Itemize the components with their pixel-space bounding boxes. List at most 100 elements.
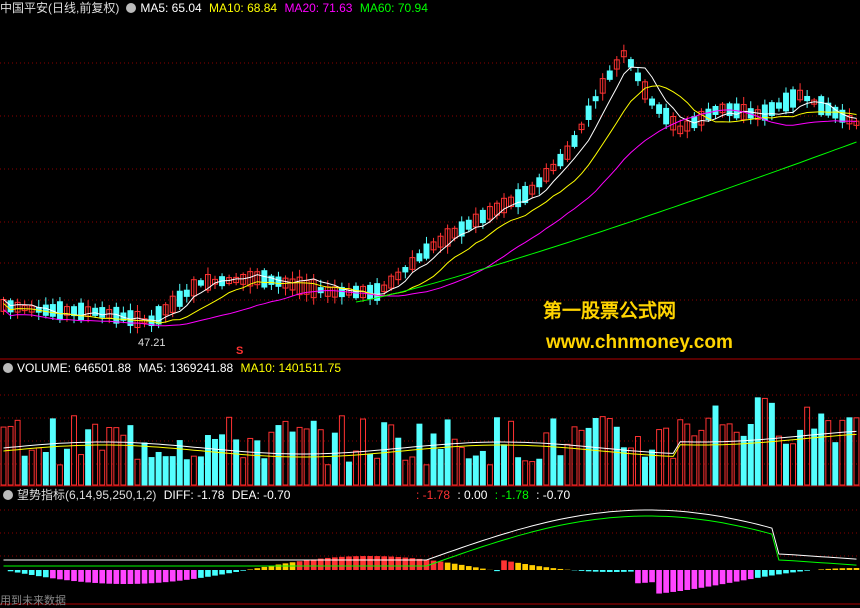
volume-bar (100, 450, 105, 485)
volume-bar (847, 418, 852, 485)
ma60-label: MA60: 70.94 (360, 1, 428, 15)
indicator-bar (276, 564, 282, 570)
indicator-bar (64, 570, 70, 580)
indicator-bar (600, 570, 606, 572)
indicator-bar (445, 563, 451, 570)
indicator-bar (847, 568, 853, 570)
volume-bar (734, 432, 739, 485)
indicator-bar (170, 570, 176, 581)
indicator-bar (797, 570, 803, 572)
indicator-bar (184, 570, 190, 580)
indicator-bar (804, 570, 810, 571)
volume-bar (1, 427, 6, 485)
volume-bar (191, 456, 196, 485)
volume-bar (156, 452, 161, 485)
volume-bar (375, 458, 380, 485)
candle-body (537, 178, 542, 187)
indicator-value-2: : 0.00 (457, 488, 487, 502)
candle-body (43, 305, 48, 315)
volume-bar (480, 451, 485, 485)
volume-bar (339, 416, 344, 485)
indicator-bar (339, 557, 345, 570)
indicator-bar (283, 563, 289, 570)
candle-body (354, 286, 359, 297)
indicator-bar (522, 564, 528, 570)
indicator-bar (403, 558, 409, 570)
volume-bar (382, 423, 387, 485)
volume-bar (438, 449, 443, 485)
indicator-bar (50, 570, 56, 578)
signal-marker: S (236, 345, 243, 357)
volume-bar (170, 457, 175, 485)
indicator-bar (501, 560, 507, 570)
volume-bar (318, 430, 323, 485)
volume-bar (255, 441, 260, 485)
volume-bar (297, 427, 302, 485)
indicator-bar (677, 570, 683, 591)
low-price-label: 47.21 (138, 337, 166, 349)
volume-bar (8, 426, 13, 485)
indicator-bar (480, 569, 486, 570)
indicator-bar (381, 556, 387, 570)
indicator-bar (614, 570, 620, 572)
volume-bar (86, 430, 91, 485)
volume-bar (93, 424, 98, 485)
indicator-bar (113, 570, 119, 584)
volume-bar (678, 420, 683, 485)
volume-bar (114, 428, 119, 485)
candle-body (480, 210, 485, 222)
volume-bar (410, 457, 415, 485)
indicator-bar (508, 562, 514, 570)
candle-body (607, 71, 612, 79)
volume-settings-icon[interactable] (3, 363, 13, 373)
candle-body (417, 254, 422, 261)
indicator-settings-icon[interactable] (3, 490, 13, 500)
volume-bar (516, 458, 521, 485)
indicator-bar (240, 570, 246, 571)
volume-bar (466, 459, 471, 485)
candle-body (198, 281, 203, 286)
volume-bar (706, 418, 711, 485)
candle-body (657, 105, 662, 114)
volume-bar (72, 416, 77, 485)
volume-bar (551, 419, 556, 485)
volume-bar (635, 437, 640, 485)
indicator-bar (741, 570, 747, 580)
volume-bar (424, 465, 429, 485)
candle-body (628, 60, 633, 67)
indicator-bar (417, 559, 423, 570)
volume-bar (805, 407, 810, 485)
volume-header: VOLUME: 646501.88 MA5: 1369241.88 MA10: … (0, 360, 345, 376)
indicator-bar (529, 565, 535, 570)
ma5-label: MA5: 65.04 (140, 1, 201, 15)
volume-bar (184, 460, 189, 485)
volume-bar (198, 457, 203, 485)
ma20-label: MA20: 71.63 (284, 1, 352, 15)
candle-body (276, 277, 281, 286)
volume-bar (755, 398, 760, 485)
indicator-bar (515, 563, 521, 570)
settings-icon[interactable] (126, 3, 136, 13)
volume-bar (473, 456, 478, 485)
volume-bar (523, 461, 528, 485)
volume-bar (107, 427, 112, 485)
volume-label: VOLUME: 646501.88 (17, 361, 131, 375)
indicator-bar (92, 570, 98, 583)
volume-bar (269, 432, 274, 485)
candle-body (466, 220, 471, 229)
main-header: 中国平安(日线,前复权)MA5: 65.04 MA10: 68.84 MA20:… (0, 0, 432, 16)
volume-bar (311, 421, 316, 485)
indicator-bar (332, 557, 338, 570)
candle-body (79, 303, 84, 319)
volume-bar (565, 444, 570, 485)
candle-body (100, 308, 105, 318)
indicator-bar (706, 570, 712, 587)
volume-bar (220, 435, 225, 485)
volume-bar (699, 430, 704, 485)
indicator-bar (247, 569, 253, 570)
volume-bar (403, 460, 408, 485)
indicator-bar (727, 570, 733, 583)
volume-bar (79, 455, 84, 485)
volume-bar (833, 443, 838, 485)
